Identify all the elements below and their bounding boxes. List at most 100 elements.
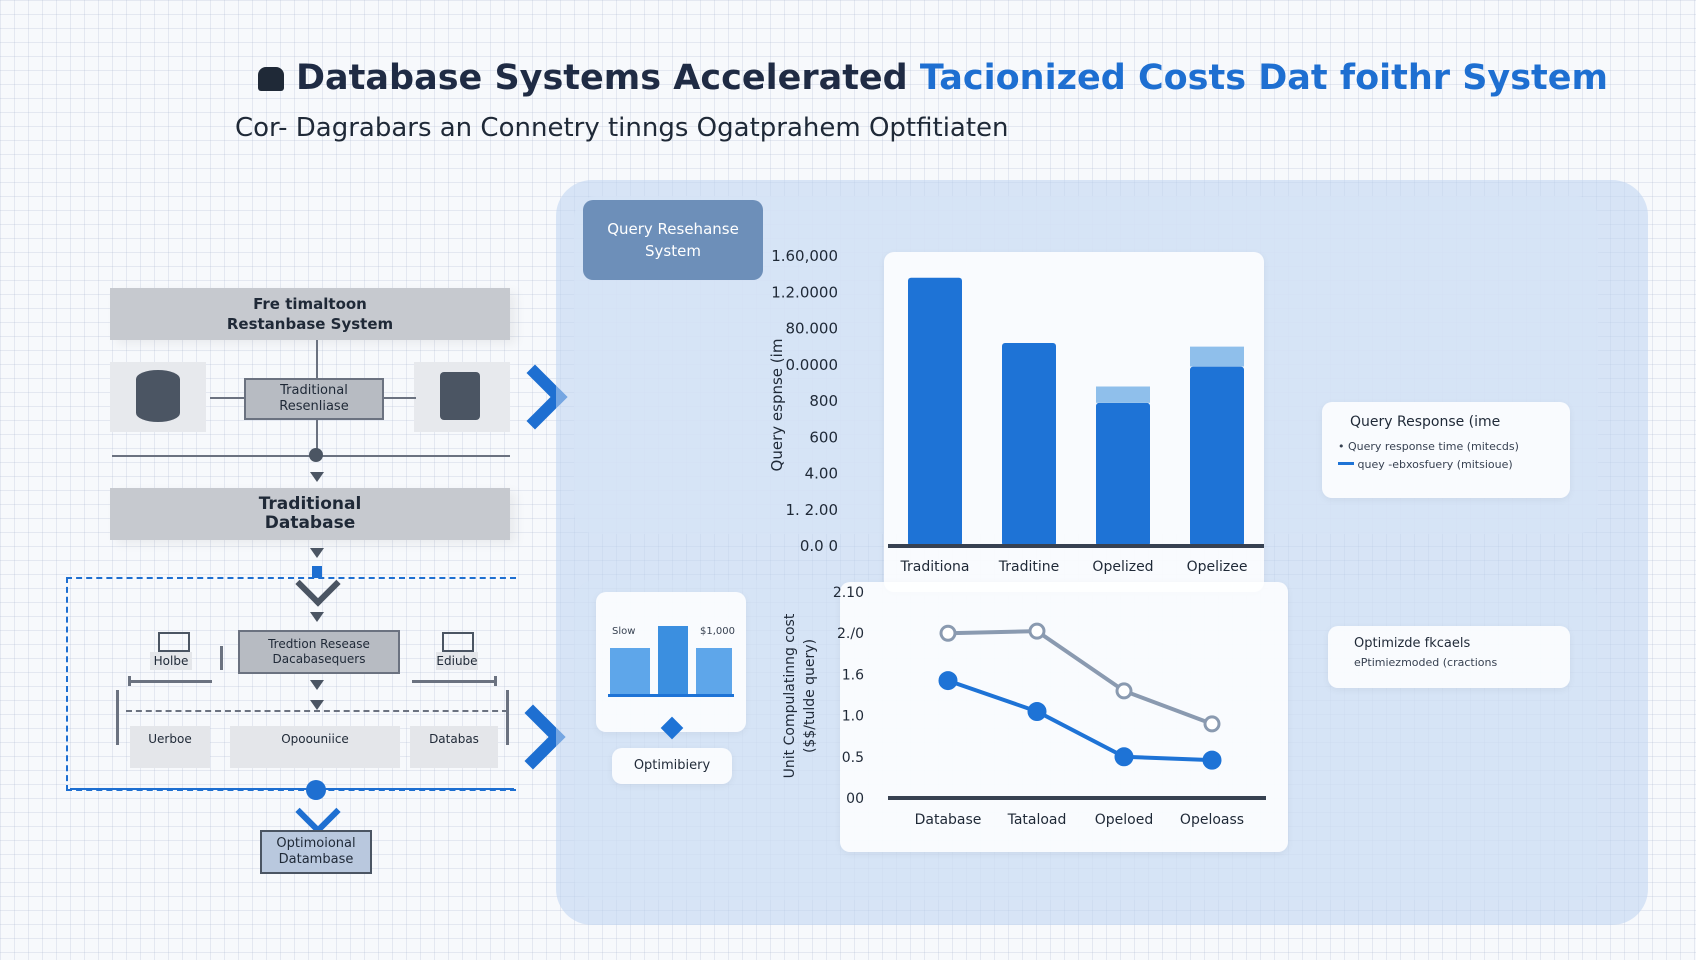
bar	[1002, 343, 1056, 546]
flow-top-header: Fre timaltoon Restanbase System	[110, 288, 510, 340]
arrow-down-icon	[310, 612, 324, 622]
data-point	[938, 671, 958, 691]
database-icon	[258, 67, 284, 91]
y-tick-label: 600	[809, 428, 838, 446]
line-chart: 00 0.5 1.0 1.6 2./0 2.10 Database Tataload Opel…	[782, 585, 1266, 828]
bracket-line	[128, 676, 131, 686]
node-dot	[306, 780, 326, 800]
bracket-line	[128, 680, 212, 683]
node-dot	[309, 448, 323, 462]
y-tick-label: 2./0	[837, 626, 864, 642]
region-baseline	[70, 788, 514, 790]
x-tick-label: Tataload	[1007, 812, 1067, 828]
arrow-down-icon	[310, 680, 324, 690]
title-dark: Database Systems Accelerated	[296, 58, 920, 98]
y-tick-label: 1. 2.00	[786, 501, 838, 519]
monitor-icon	[158, 632, 190, 652]
y-tick-label: 00	[846, 791, 864, 807]
dashed-separator	[126, 710, 508, 712]
mini-bar	[610, 648, 650, 694]
bracket-line	[506, 690, 509, 745]
icon-label-left: Holbe	[150, 652, 192, 670]
mini-label: Optimibiery	[612, 748, 732, 784]
y-axis-label: Unit Compulatinng cost ($$/tulde query)	[782, 613, 818, 778]
bracket-line	[412, 680, 496, 683]
arrow-down-icon	[310, 700, 324, 710]
x-tick-label: Opelized	[1092, 559, 1153, 575]
y-tick-label: 0.0000	[786, 356, 839, 374]
mini-chart-label-right: $1,000	[700, 626, 735, 637]
data-point	[939, 624, 957, 642]
page-subtitle: Cor- Dagrabars an Connetry tinngs Ogatpr…	[235, 113, 1009, 143]
legend-item-label: quey -ebxosfuery (mitsioue)	[1357, 458, 1513, 471]
panel-tag: Query Resehanse System	[583, 200, 763, 280]
y-axis-label: Query espnse (im	[768, 339, 786, 472]
y-tick-label: 800	[809, 392, 838, 410]
mini-baseline	[608, 694, 734, 697]
y-tick-label: 2.10	[833, 585, 864, 601]
marker	[312, 566, 322, 578]
bottom-label-1: Uerboe	[130, 726, 210, 768]
data-point	[1115, 682, 1133, 700]
legend-card: Query Response (ime • Query response tim…	[1322, 402, 1570, 498]
mini-chart-label-left: Slow	[612, 626, 636, 637]
dashed-region	[66, 577, 516, 791]
bottom-label-3: Databas	[410, 726, 498, 768]
legend-item: quey -ebxosfuery (mitsioue)	[1338, 458, 1513, 471]
chevron-down-icon	[295, 789, 341, 835]
data-point	[1027, 701, 1047, 721]
mini-bar	[696, 648, 732, 694]
bar-cap	[1190, 346, 1244, 367]
arrow-down-icon	[310, 472, 324, 482]
legend-card: Optimizde fkcaels ePtimiezmoded (cractio…	[1328, 626, 1570, 688]
icon-label-right: Ediube	[436, 652, 478, 670]
x-tick-label: Traditine	[998, 559, 1059, 575]
document-icon	[440, 372, 480, 420]
connector	[210, 397, 246, 399]
flow-top-box: Traditional Resenliase	[244, 378, 384, 420]
legend-item-label: Query response time (mitecds)	[1348, 440, 1519, 453]
mini-chart-card: Slow $1,000	[596, 592, 746, 732]
bracket-line	[220, 646, 223, 670]
y-tick-label: 4.00	[805, 465, 838, 483]
data-point	[1202, 750, 1222, 770]
connector	[316, 340, 318, 378]
x-tick-label: Opelizee	[1187, 559, 1248, 575]
x-tick-label: Database	[915, 812, 982, 828]
series-line	[947, 629, 1213, 726]
bar	[1190, 366, 1244, 546]
x-tick-label: Opeloed	[1095, 812, 1153, 828]
bracket-line	[116, 690, 119, 745]
y-tick-label: 0.0 0	[800, 537, 838, 555]
bar	[908, 277, 962, 546]
series-line	[947, 678, 1213, 763]
x-tick-label: Opeloass	[1180, 812, 1244, 828]
y-tick-label: 80.000	[786, 320, 839, 338]
legend-title: Optimizde fkcaels	[1354, 636, 1471, 651]
data-point	[1203, 715, 1221, 733]
connector	[316, 418, 318, 454]
data-point	[1028, 622, 1046, 640]
page-title: Database Systems Accelerated Tacionized …	[258, 58, 1608, 98]
y-tick-label: 0.5	[842, 750, 864, 766]
bar-chart: 0.0 0 1. 2.00 4.00 600 800 0.0000 80.000 1.2.00…	[768, 247, 1264, 575]
connector	[380, 397, 416, 399]
legend-swatch	[1338, 462, 1354, 465]
legend-item: • Query response time (mitecds)	[1338, 440, 1519, 453]
x-tick-label: Traditiona	[899, 559, 969, 575]
flow-dashed-box: Tredtion Resease Dacabasequers	[238, 630, 400, 674]
flow-final-box: Optimoional Datambase	[260, 830, 372, 874]
y-tick-label: 1.0	[842, 709, 864, 725]
bar-cap	[1096, 386, 1150, 403]
bottom-label-2: Opoouniice	[230, 726, 400, 768]
database-icon	[136, 370, 180, 422]
mini-bar	[658, 626, 688, 694]
monitor-icon	[442, 632, 474, 652]
legend-title: Query Response (ime	[1350, 414, 1501, 430]
title-blue: Tacionized Costs Dat foithr System	[919, 58, 1608, 98]
y-tick-label: 1.60,000	[771, 247, 838, 265]
flow-mid-header: Traditional Database	[110, 488, 510, 540]
arrow-down-icon	[310, 548, 324, 558]
y-tick-label: 1.2.0000	[771, 283, 838, 301]
legend-item: ePtimiezmoded (cractions	[1354, 656, 1498, 669]
